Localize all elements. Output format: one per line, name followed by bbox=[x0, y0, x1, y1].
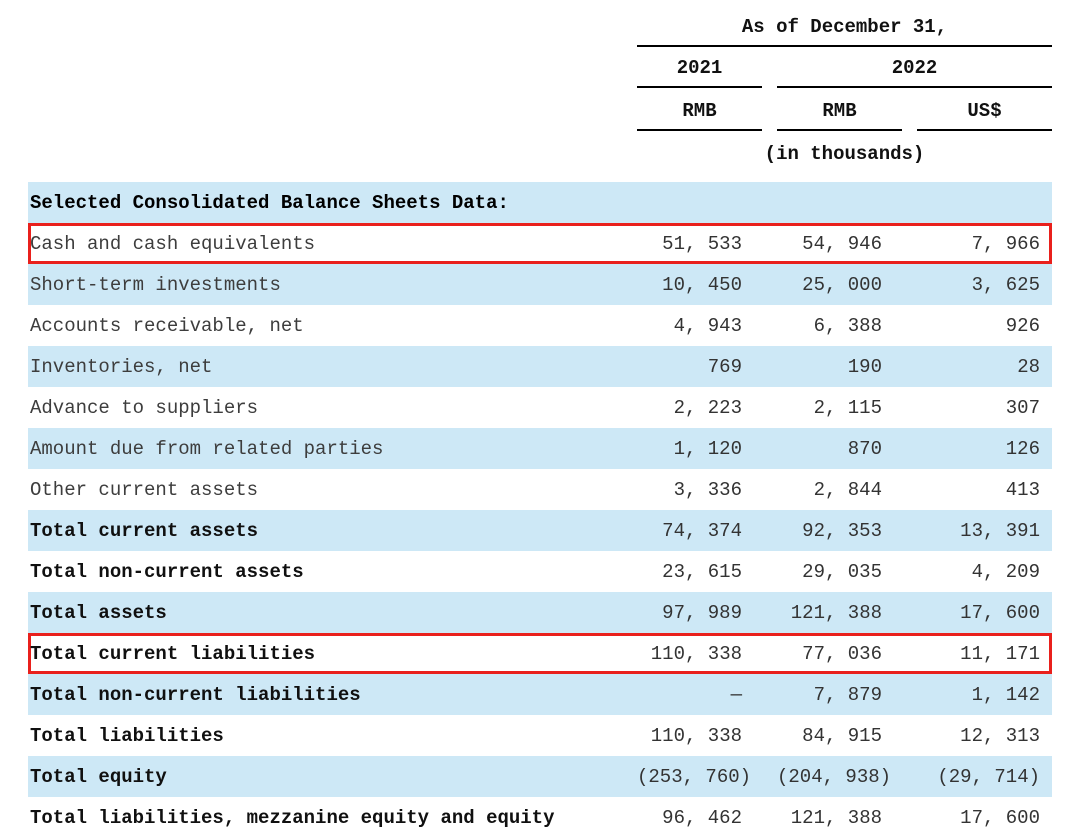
table-row: Total non-current liabilities — 7, 879 1… bbox=[28, 674, 1052, 715]
value-2022-usd: 7, 966 bbox=[971, 232, 1040, 255]
row-label: Short-term investments bbox=[30, 273, 281, 296]
table-row: Total current liabilities 110, 338 77, 0… bbox=[28, 633, 1052, 674]
value-2021-rmb: 51, 533 bbox=[662, 232, 742, 255]
value-2022-rmb: 77, 036 bbox=[802, 642, 882, 665]
value-2022-usd: 307 bbox=[1005, 396, 1040, 419]
value-2021-rmb: 110, 338 bbox=[650, 642, 742, 665]
row-label: Total equity bbox=[30, 765, 167, 788]
header-unit-2022-rmb: RMB bbox=[777, 100, 902, 131]
table-row: Total assets 97, 989 121, 388 17, 600 bbox=[28, 592, 1052, 633]
table-row: Total non-current assets 23, 615 29, 035… bbox=[28, 551, 1052, 592]
header-unit-2022-usd: US$ bbox=[917, 100, 1052, 131]
row-label: Total assets bbox=[30, 601, 167, 624]
table-row: Advance to suppliers 2, 223 2, 115 307 bbox=[28, 387, 1052, 428]
row-label: Total non-current assets bbox=[30, 560, 304, 583]
section-title-row: Selected Consolidated Balance Sheets Dat… bbox=[28, 182, 1052, 223]
header-row-years: 2021 2022 bbox=[28, 47, 1052, 88]
header-units-note: (in thousands) bbox=[764, 143, 925, 165]
value-2022-rmb: 870 bbox=[847, 437, 882, 460]
row-label: Amount due from related parties bbox=[30, 437, 384, 460]
row-label: Total non-current liabilities bbox=[30, 683, 361, 706]
header-unit-2021-rmb: RMB bbox=[637, 100, 762, 131]
value-2022-rmb: 7, 879 bbox=[813, 683, 882, 706]
value-2021-rmb: 97, 989 bbox=[662, 601, 742, 624]
value-2022-usd: 926 bbox=[1005, 314, 1040, 337]
value-2022-usd: 13, 391 bbox=[960, 519, 1040, 542]
value-2022-usd: (29, 714) bbox=[937, 765, 1040, 788]
header-year-2021: 2021 bbox=[637, 57, 762, 88]
value-2021-rmb: 74, 374 bbox=[662, 519, 742, 542]
table-row: Total liabilities 110, 338 84, 915 12, 3… bbox=[28, 715, 1052, 756]
header-row-scale-note: (in thousands) bbox=[28, 131, 1052, 177]
header-row-units: RMB RMB US$ bbox=[28, 88, 1052, 131]
value-2021-rmb: 769 bbox=[707, 355, 742, 378]
row-label: Cash and cash equivalents bbox=[30, 232, 316, 255]
table-row: Total liabilities, mezzanine equity and … bbox=[28, 797, 1052, 838]
table-row: Cash and cash equivalents 51, 533 54, 94… bbox=[28, 223, 1052, 264]
header-date: As of December 31, bbox=[637, 16, 1052, 47]
value-2022-rmb: 92, 353 bbox=[802, 519, 882, 542]
value-2022-usd: 12, 313 bbox=[960, 724, 1040, 747]
value-2022-usd: 3, 625 bbox=[971, 273, 1040, 296]
section-title: Selected Consolidated Balance Sheets Dat… bbox=[30, 191, 509, 214]
value-2021-rmb: (253, 760) bbox=[637, 765, 752, 788]
value-2022-rmb: 121, 388 bbox=[790, 806, 882, 829]
value-2021-rmb: 110, 338 bbox=[650, 724, 742, 747]
value-2021-rmb: 2, 223 bbox=[673, 396, 742, 419]
table-row: Short-term investments 10, 450 25, 000 3… bbox=[28, 264, 1052, 305]
row-label: Total current assets bbox=[30, 519, 259, 542]
header-year-2022: 2022 bbox=[777, 57, 1052, 88]
table-row: Other current assets 3, 336 2, 844 413 bbox=[28, 469, 1052, 510]
value-2022-usd: 126 bbox=[1005, 437, 1040, 460]
table-row: Total equity (253, 760) (204, 938) (29, … bbox=[28, 756, 1052, 797]
row-label: Total current liabilities bbox=[30, 642, 316, 665]
value-2022-rmb: 25, 000 bbox=[802, 273, 882, 296]
row-label: Advance to suppliers bbox=[30, 396, 259, 419]
value-2022-rmb: 29, 035 bbox=[802, 560, 882, 583]
value-2021-rmb: 23, 615 bbox=[662, 560, 742, 583]
table-row: Accounts receivable, net 4, 943 6, 388 9… bbox=[28, 305, 1052, 346]
value-2022-usd: 28 bbox=[1017, 355, 1040, 378]
value-2022-rmb: 190 bbox=[847, 355, 882, 378]
header-row-date: As of December 31, bbox=[28, 0, 1052, 47]
value-2021-rmb: 10, 450 bbox=[662, 273, 742, 296]
value-2022-rmb: 2, 844 bbox=[813, 478, 882, 501]
value-2022-rmb: (204, 938) bbox=[777, 765, 892, 788]
table-row: Total current assets 74, 374 92, 353 13,… bbox=[28, 510, 1052, 551]
value-2021-rmb: 3, 336 bbox=[673, 478, 742, 501]
value-2022-usd: 4, 209 bbox=[971, 560, 1040, 583]
value-2022-usd: 413 bbox=[1005, 478, 1040, 501]
value-2022-usd: 11, 171 bbox=[960, 642, 1040, 665]
value-2022-usd: 17, 600 bbox=[960, 601, 1040, 624]
value-2021-rmb: 1, 120 bbox=[673, 437, 742, 460]
value-2022-rmb: 6, 388 bbox=[813, 314, 882, 337]
value-2021-rmb: 96, 462 bbox=[662, 806, 742, 829]
table-row: Amount due from related parties 1, 120 8… bbox=[28, 428, 1052, 469]
value-2022-rmb: 2, 115 bbox=[813, 396, 882, 419]
value-2022-rmb: 84, 915 bbox=[802, 724, 882, 747]
value-2022-usd: 1, 142 bbox=[971, 683, 1040, 706]
value-2022-rmb: 54, 946 bbox=[802, 232, 882, 255]
value-2022-rmb: 121, 388 bbox=[790, 601, 882, 624]
value-2022-usd: 17, 600 bbox=[960, 806, 1040, 829]
row-label: Total liabilities bbox=[30, 724, 224, 747]
value-2021-rmb: — bbox=[730, 683, 742, 706]
row-label: Total liabilities, mezzanine equity and … bbox=[30, 806, 555, 829]
row-label: Other current assets bbox=[30, 478, 259, 501]
table-row: Inventories, net 769 190 28 bbox=[28, 346, 1052, 387]
row-label: Inventories, net bbox=[30, 355, 213, 378]
value-2021-rmb: 4, 943 bbox=[673, 314, 742, 337]
row-label: Accounts receivable, net bbox=[30, 314, 304, 337]
